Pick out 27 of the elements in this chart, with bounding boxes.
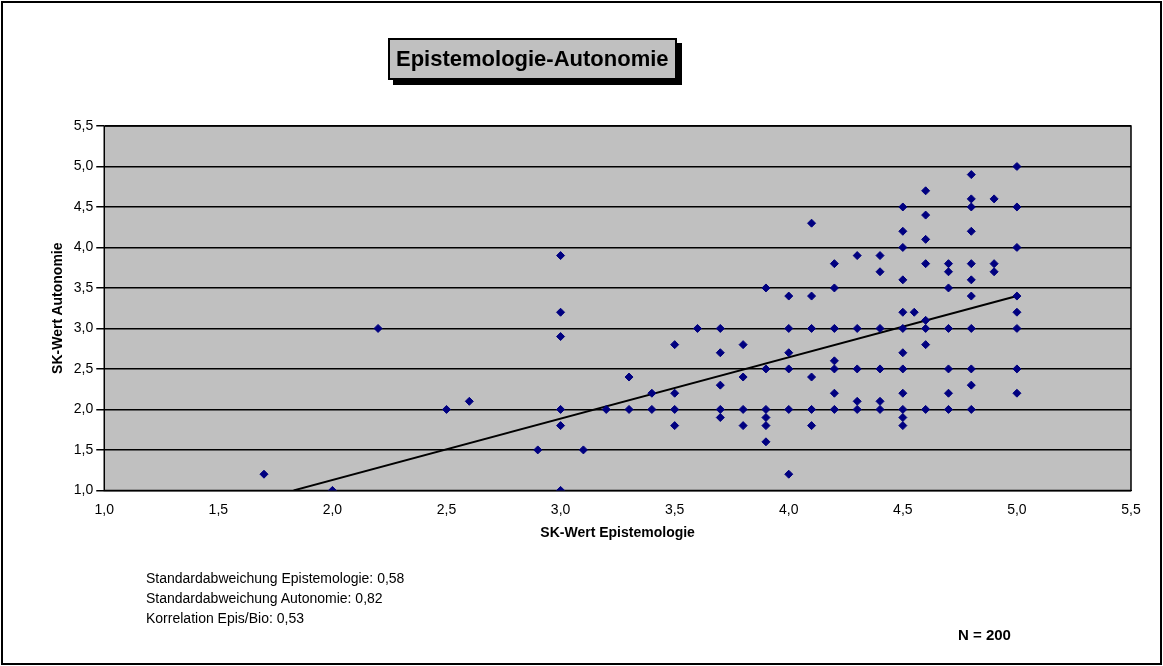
y-tick-label: 3,5	[73, 278, 94, 295]
x-tick-label: 5,0	[1007, 500, 1027, 517]
x-axis-title: SK-Wert Epistemologie	[540, 524, 696, 541]
x-tick-label: 2,5	[436, 500, 457, 517]
y-tick-label: 4,5	[73, 197, 94, 214]
x-tick-label: 4,0	[779, 500, 799, 517]
text: Standardabweichung Epistemologie: 0,58	[146, 569, 405, 588]
text: Standardabweichung Autonomie: 0,82	[146, 589, 384, 608]
text: N = 200	[958, 626, 1011, 643]
x-tick-label: 2,0	[322, 500, 343, 517]
x-tick-label: 4,5	[893, 500, 913, 517]
x-tick-label: 3,5	[664, 500, 685, 517]
y-axis-title: SK-Wert Autonomie	[49, 242, 66, 374]
chart-title: Epistemologie-Autonomie	[388, 38, 677, 80]
x-tick-label: 3,0	[550, 500, 571, 517]
x-tick-label: 5,5	[1121, 500, 1141, 517]
y-tick-label: 1,5	[73, 440, 94, 457]
y-tick-label: 2,0	[73, 400, 94, 417]
y-tick-label: 5,0	[73, 157, 94, 174]
text: Korrelation Epis/Bio: 0,53	[146, 609, 305, 628]
y-tick-label: 5,5	[73, 116, 94, 133]
x-tick-label: 1,0	[94, 500, 115, 517]
y-tick-label: 3,0	[73, 319, 94, 336]
y-tick-label: 4,0	[73, 238, 94, 255]
y-tick-label: 2,5	[73, 359, 94, 376]
x-tick-label: 1,5	[208, 500, 229, 517]
y-tick-label: 1,0	[73, 481, 94, 498]
